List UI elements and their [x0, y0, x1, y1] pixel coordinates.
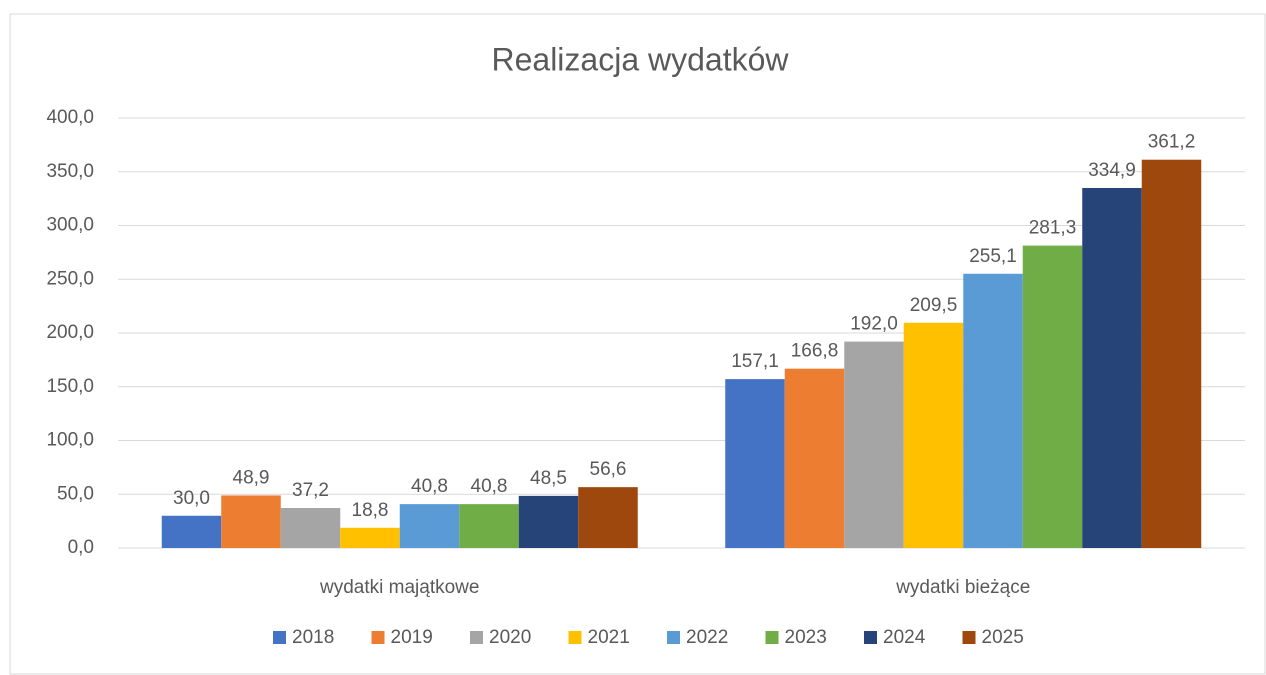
bar: [725, 379, 785, 548]
value-label: 30,0: [173, 488, 210, 509]
bar: [844, 341, 904, 548]
bar: [963, 273, 1023, 548]
legend-swatch: [273, 631, 286, 644]
legend-label: 2022: [686, 627, 728, 648]
y-tick-label: 400,0: [46, 107, 94, 128]
value-label: 48,5: [530, 468, 567, 489]
bar: [399, 504, 460, 548]
legend-swatch: [864, 631, 877, 644]
bar: [518, 495, 579, 548]
value-label: 281,3: [1029, 218, 1077, 239]
legend-label: 2023: [785, 627, 827, 648]
y-tick-label: 0,0: [68, 537, 94, 558]
legend-swatch: [667, 631, 680, 644]
y-tick-label: 150,0: [46, 376, 94, 397]
legend-label: 2019: [391, 627, 433, 648]
x-tick-label: wydatki bieżące: [895, 577, 1030, 598]
y-tick-label: 50,0: [57, 483, 94, 504]
y-tick-label: 350,0: [46, 161, 94, 182]
bar: [784, 368, 845, 548]
y-tick-label: 100,0: [46, 430, 94, 451]
bar: [280, 508, 341, 548]
bar: [221, 495, 281, 548]
value-label: 48,9: [233, 467, 270, 488]
x-tick-label: wydatki majątkowe: [319, 577, 479, 598]
bar: [1141, 159, 1202, 548]
value-label: 40,8: [411, 476, 448, 497]
legend-swatch: [371, 631, 385, 644]
legend-swatch: [470, 631, 483, 644]
value-label: 40,8: [471, 476, 508, 497]
legend-label: 2020: [489, 627, 531, 648]
value-label: 192,0: [850, 314, 898, 335]
legend-label: 2024: [883, 627, 926, 648]
value-label: 157,1: [731, 351, 779, 372]
legend-swatch: [765, 631, 779, 644]
bar: [459, 504, 519, 548]
value-label: 255,1: [969, 246, 1017, 267]
legend-swatch: [568, 631, 582, 644]
value-label: 18,8: [352, 500, 389, 521]
value-label: 361,2: [1148, 132, 1196, 153]
bar: [1082, 187, 1142, 549]
legend-swatch: [962, 631, 976, 644]
value-label: 334,9: [1088, 160, 1136, 181]
bar: [340, 527, 400, 548]
bar: [578, 487, 638, 548]
y-tick-label: 250,0: [46, 268, 94, 289]
bar: [903, 322, 964, 548]
value-label: 166,8: [791, 341, 839, 362]
value-label: 37,2: [292, 480, 329, 501]
value-label: 56,6: [590, 459, 627, 480]
y-tick-label: 300,0: [46, 215, 94, 236]
legend-label: 2018: [292, 627, 334, 648]
legend-label: 2025: [982, 627, 1024, 648]
bar: [161, 515, 222, 548]
chart-title: Realizacja wydatków: [491, 41, 789, 77]
value-label: 209,5: [910, 295, 958, 316]
bar: [1022, 245, 1083, 549]
legend-label: 2021: [588, 627, 630, 648]
y-tick-label: 200,0: [46, 322, 94, 343]
